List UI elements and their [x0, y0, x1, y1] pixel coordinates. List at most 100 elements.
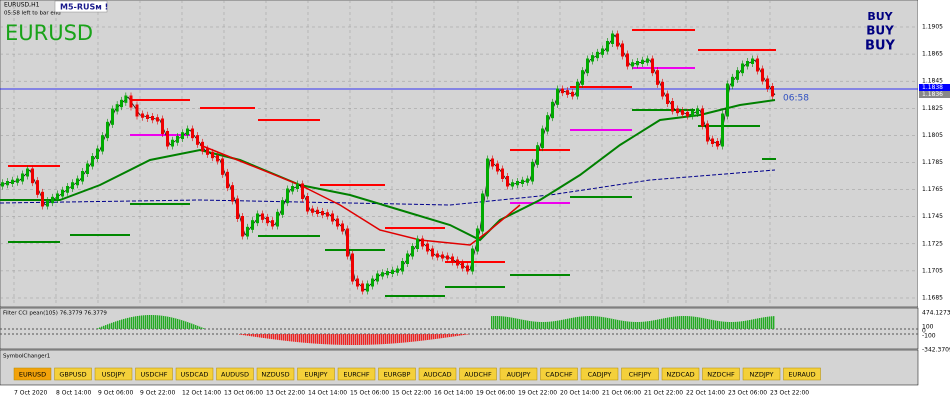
symbol-button[interactable]: NZDUSD [257, 368, 294, 380]
hist-bar [419, 334, 420, 341]
hist-bar [137, 316, 138, 329]
candle-body [271, 220, 274, 226]
hist-bar [683, 316, 684, 329]
symbol-button[interactable]: GBPUSD [55, 368, 92, 380]
symbol-button[interactable]: EURUSD [14, 368, 51, 380]
button-label[interactable]: NZDUSD [261, 371, 289, 379]
button-label[interactable]: EURUSD [19, 371, 46, 379]
symbol-button[interactable]: AUDUSD [217, 368, 254, 380]
button-label[interactable]: AUDCHF [464, 371, 492, 379]
button-label[interactable]: CADJPY [588, 371, 612, 379]
hist-bar [295, 334, 296, 342]
candle-body [81, 171, 84, 182]
hist-bar [437, 334, 438, 339]
hist-bar [331, 334, 332, 345]
hist-bar [243, 334, 244, 335]
candle-body [616, 34, 619, 47]
symbol-button[interactable]: AUDCHF [460, 368, 497, 380]
symbol-button[interactable]: AUDCAD [419, 368, 456, 380]
button-label[interactable]: EURGBP [384, 371, 411, 379]
symbol-button[interactable]: NZDJPY [743, 368, 780, 380]
button-label[interactable]: USDCHF [140, 371, 167, 379]
buy-signal: BUY [866, 24, 894, 38]
button-label[interactable]: AUDCAD [423, 371, 451, 379]
hist-bar [321, 334, 322, 344]
candle-body [376, 274, 379, 282]
time-label: 20 Oct 14:00 [560, 390, 599, 397]
candle-body [306, 196, 309, 212]
candle-body [130, 96, 133, 108]
candle-body [261, 214, 264, 220]
hist-bar [111, 323, 112, 329]
hist-bar [189, 323, 190, 329]
button-label[interactable]: CADCHF [545, 371, 572, 379]
candle-body [181, 132, 184, 139]
candle-body [666, 94, 669, 105]
candle-body [341, 224, 344, 232]
button-label[interactable]: USDCAD [181, 371, 209, 379]
hist-bar [349, 334, 350, 345]
button-label[interactable]: AUDJPY [507, 371, 531, 379]
hist-bar [493, 316, 494, 329]
symbol-button[interactable]: EURCHF [338, 368, 375, 380]
hist-bar [519, 319, 520, 329]
hist-bar [461, 334, 462, 335]
hist-bar [433, 334, 434, 339]
symbol-button[interactable]: NZDCHF [703, 368, 740, 380]
symbol-button[interactable]: USDCHF [136, 368, 173, 380]
hist-bar [607, 318, 608, 329]
symbol-button[interactable]: AUDJPY [500, 368, 537, 380]
hist-bar [267, 334, 268, 339]
candle-body [301, 184, 304, 200]
hist-bar [365, 334, 366, 345]
candle-body [191, 129, 194, 139]
button-label[interactable]: EURJPY [304, 371, 327, 379]
symbol-button[interactable]: NZDCAD [662, 368, 699, 380]
candle-body [516, 181, 519, 185]
hist-bar [577, 317, 578, 329]
button-label[interactable]: USDJPY [102, 371, 126, 379]
hist-bar [755, 319, 756, 329]
price-label: 1.1785 [922, 159, 943, 166]
hist-bar [771, 316, 772, 329]
hist-bar [633, 322, 634, 329]
symbol-button[interactable]: EURJPY [298, 368, 335, 380]
button-label[interactable]: NZDCAD [666, 371, 694, 379]
candle-body [366, 284, 369, 292]
hist-bar [715, 321, 716, 329]
hist-bar [571, 318, 572, 329]
candle-body [641, 60, 644, 64]
button-label[interactable]: AUDUSD [221, 371, 249, 379]
button-label[interactable]: CHFJPY [629, 371, 652, 379]
button-label[interactable]: EURAUD [788, 371, 815, 379]
symbol-button[interactable]: EURAUD [784, 368, 821, 380]
hist-bar [655, 320, 656, 329]
candle-body [266, 217, 269, 223]
button-label[interactable]: NZDJPY [750, 371, 774, 379]
hist-bar [605, 318, 606, 329]
symbol-button[interactable]: USDCAD [176, 368, 213, 380]
hist-bar [339, 334, 340, 345]
hist-bar [191, 324, 192, 329]
hist-bar [601, 317, 602, 329]
symbol-button[interactable]: CHFJPY [622, 368, 659, 380]
symbol-button[interactable]: CADJPY [581, 368, 618, 380]
hist-bar [569, 318, 570, 329]
symbol-button[interactable]: CADCHF [541, 368, 578, 380]
hist-bar [657, 320, 658, 329]
candle-body [86, 164, 89, 175]
hist-bar [515, 318, 516, 329]
hist-bar [637, 322, 638, 329]
symbol-button[interactable]: USDJPY [95, 368, 132, 380]
hist-bar [623, 321, 624, 329]
symbol-button[interactable]: EURGBP [379, 368, 416, 380]
hist-bar [143, 315, 144, 329]
button-label[interactable]: GBPUSD [59, 371, 86, 379]
hist-bar [361, 334, 362, 345]
candle-body [276, 212, 279, 227]
button-label[interactable]: NZDCHF [707, 371, 735, 379]
hist-bar [255, 334, 256, 337]
hist-bar [175, 318, 176, 329]
hist-bar [369, 334, 370, 345]
button-label[interactable]: EURCHF [343, 371, 369, 379]
